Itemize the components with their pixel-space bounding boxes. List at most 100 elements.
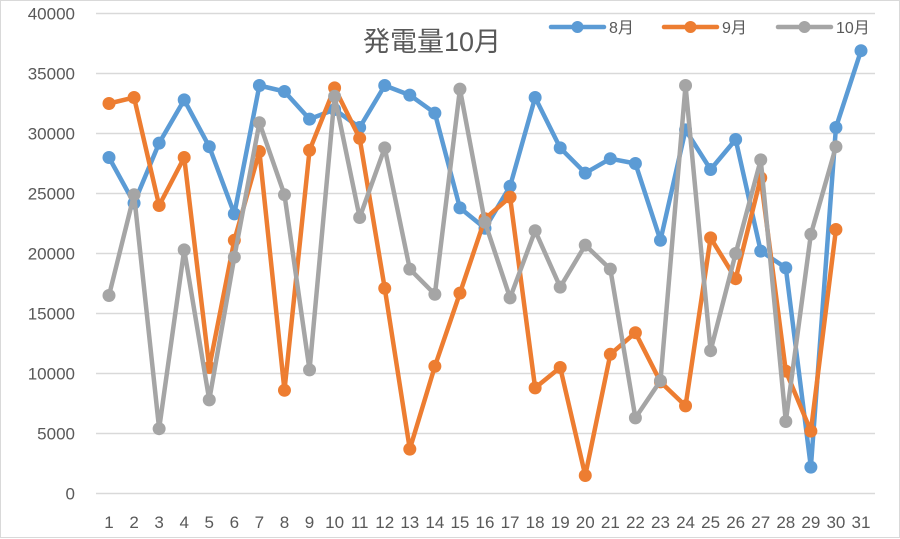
data-point[interactable] <box>353 131 367 145</box>
data-point[interactable] <box>603 152 617 166</box>
data-point[interactable] <box>704 231 718 245</box>
data-point[interactable] <box>779 261 793 275</box>
data-point[interactable] <box>227 250 241 264</box>
data-point[interactable] <box>804 424 818 438</box>
y-tick-label: 5000 <box>37 425 75 444</box>
data-point[interactable] <box>453 201 467 215</box>
data-point[interactable] <box>353 211 367 224</box>
data-point[interactable] <box>303 363 317 377</box>
data-point[interactable] <box>679 79 693 92</box>
data-point[interactable] <box>679 399 693 413</box>
data-point[interactable] <box>202 140 216 154</box>
data-point[interactable] <box>754 244 768 258</box>
data-point[interactable] <box>227 207 241 221</box>
data-point[interactable] <box>127 188 141 202</box>
data-point[interactable] <box>152 136 166 150</box>
data-point[interactable] <box>378 281 392 295</box>
x-tick-label: 29 <box>801 513 820 532</box>
data-point[interactable] <box>628 157 642 170</box>
data-point[interactable] <box>177 151 191 164</box>
data-point[interactable] <box>453 82 467 96</box>
data-point[interactable] <box>102 151 116 164</box>
data-point[interactable] <box>252 79 266 92</box>
data-point[interactable] <box>428 106 442 120</box>
data-point[interactable] <box>277 383 291 397</box>
series-line <box>107 50 864 470</box>
data-point[interactable] <box>729 272 743 286</box>
x-tick-label: 31 <box>852 513 871 532</box>
x-tick-label: 20 <box>576 513 595 532</box>
data-point[interactable] <box>578 166 592 180</box>
data-point[interactable] <box>578 238 592 252</box>
data-point[interactable] <box>829 223 843 236</box>
x-tick-label: 16 <box>476 513 495 532</box>
data-point[interactable] <box>252 116 266 130</box>
legend-item-2[interactable]: 9月 <box>661 20 747 37</box>
data-point[interactable] <box>704 344 718 358</box>
x-tick-label: 10 <box>325 513 344 532</box>
x-tick-label: 19 <box>551 513 570 532</box>
legend-item-1[interactable]: 8月 <box>548 20 634 37</box>
data-point[interactable] <box>628 326 642 340</box>
data-point[interactable] <box>804 460 818 474</box>
data-point[interactable] <box>202 393 216 407</box>
series-3 <box>102 79 843 436</box>
data-point[interactable] <box>277 85 291 98</box>
data-point[interactable] <box>177 243 191 257</box>
data-point[interactable] <box>152 422 166 436</box>
data-point[interactable] <box>428 359 442 373</box>
data-point[interactable] <box>829 121 843 134</box>
data-point[interactable] <box>854 44 868 58</box>
data-point[interactable] <box>503 179 517 193</box>
data-point[interactable] <box>829 140 843 154</box>
data-point[interactable] <box>754 153 768 167</box>
data-point[interactable] <box>528 381 542 395</box>
x-tick-label: 28 <box>776 513 795 532</box>
y-tick-label: 0 <box>66 485 75 504</box>
data-point[interactable] <box>403 262 417 276</box>
data-point[interactable] <box>303 143 317 157</box>
data-point[interactable] <box>653 233 667 247</box>
data-point[interactable] <box>553 141 567 155</box>
data-point[interactable] <box>528 91 542 104</box>
data-point[interactable] <box>453 286 467 300</box>
data-point[interactable] <box>729 247 743 260</box>
y-tick-label: 10000 <box>28 365 75 384</box>
data-point[interactable] <box>603 347 617 361</box>
data-point[interactable] <box>553 280 567 294</box>
data-point[interactable] <box>729 133 743 146</box>
data-point[interactable] <box>403 88 417 102</box>
x-tick-label: 21 <box>601 513 620 532</box>
data-point[interactable] <box>303 112 317 126</box>
data-point[interactable] <box>403 442 417 456</box>
data-point[interactable] <box>578 469 592 482</box>
data-point[interactable] <box>628 411 642 425</box>
y-tick-label: 15000 <box>28 305 75 324</box>
data-point[interactable] <box>127 91 141 104</box>
data-point[interactable] <box>328 89 342 103</box>
x-tick-label: 23 <box>651 513 670 532</box>
data-point[interactable] <box>102 97 116 110</box>
x-tick-label: 1 <box>104 513 113 532</box>
data-point[interactable] <box>704 163 718 176</box>
data-point[interactable] <box>428 287 442 301</box>
data-point[interactable] <box>653 374 667 388</box>
data-point[interactable] <box>102 289 116 302</box>
data-point[interactable] <box>478 215 492 229</box>
data-point[interactable] <box>804 227 818 241</box>
data-point[interactable] <box>503 291 517 305</box>
legend-item-3[interactable]: 10月 <box>775 20 870 37</box>
data-point[interactable] <box>277 188 291 202</box>
data-point[interactable] <box>177 93 191 107</box>
data-point[interactable] <box>779 415 793 428</box>
data-point[interactable] <box>603 262 617 276</box>
data-point[interactable] <box>378 79 392 92</box>
data-point[interactable] <box>528 224 542 238</box>
y-axis-labels: 0 5000 10000 15000 20000 25000 30000 35000 40000 <box>28 5 75 504</box>
x-tick-label: 12 <box>375 513 394 532</box>
data-point[interactable] <box>553 361 567 374</box>
data-point[interactable] <box>503 190 517 204</box>
data-point[interactable] <box>378 141 392 155</box>
data-point[interactable] <box>152 199 166 212</box>
